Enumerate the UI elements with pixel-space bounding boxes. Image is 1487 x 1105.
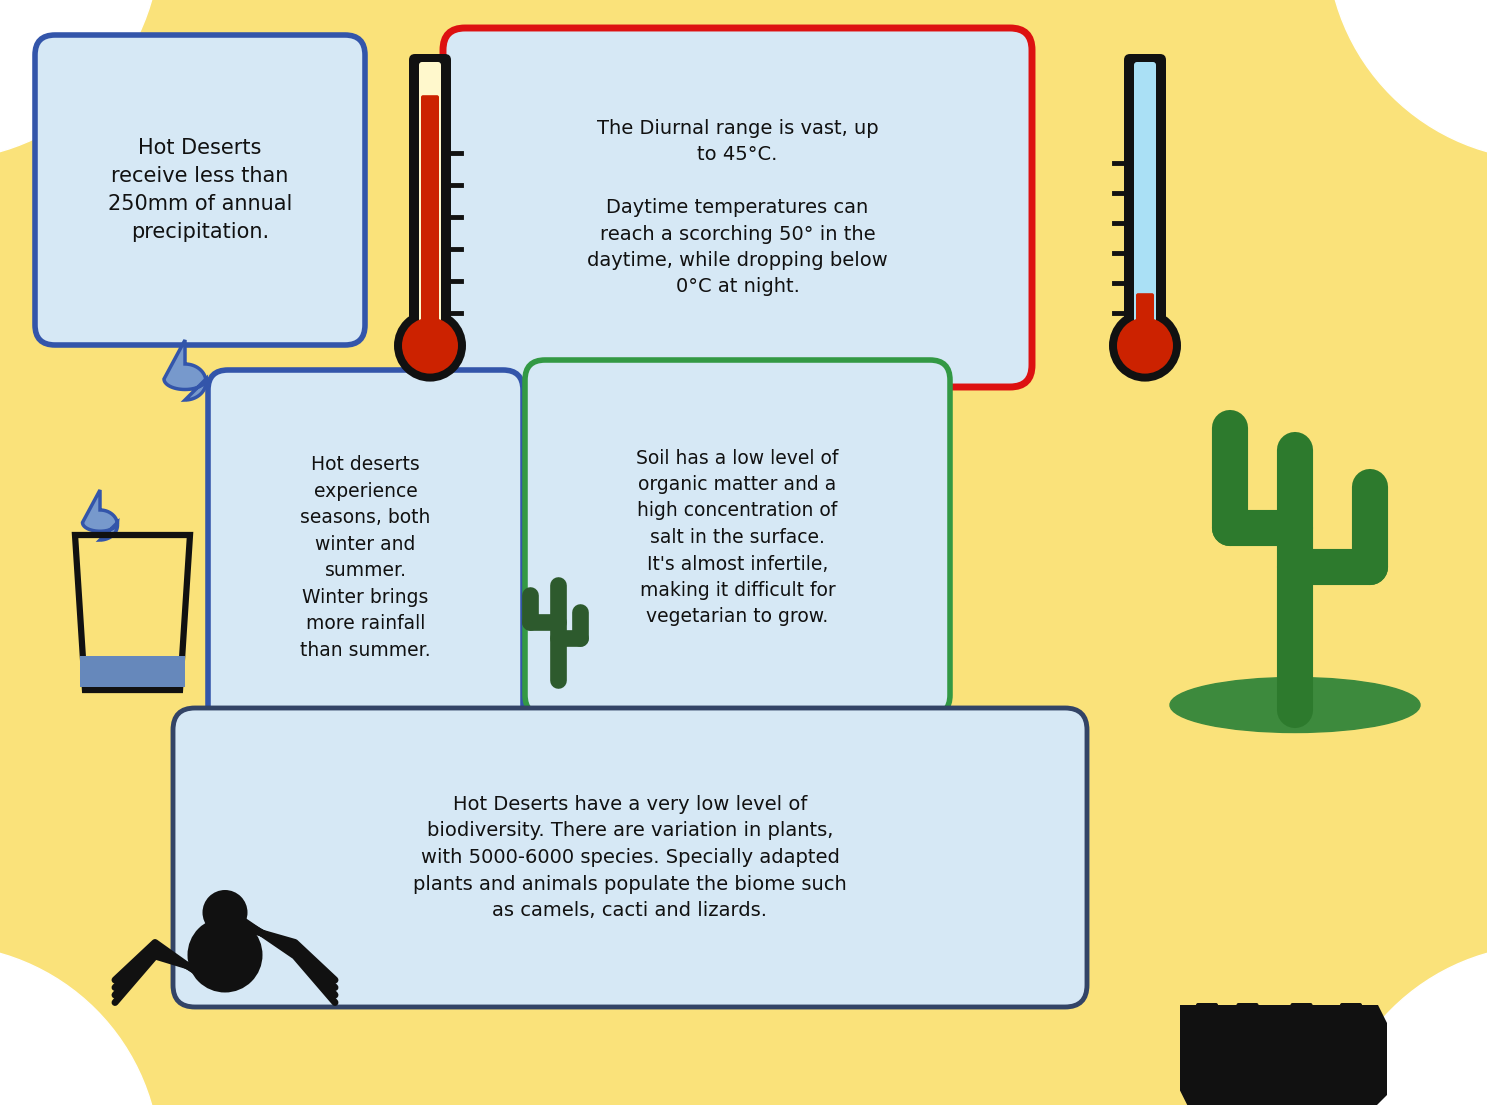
Circle shape (0, 0, 161, 160)
FancyBboxPatch shape (421, 95, 439, 334)
Polygon shape (80, 656, 184, 687)
Text: Hot Deserts have a very low level of
biodiversity. There are variation in plants: Hot Deserts have a very low level of bio… (413, 794, 848, 920)
FancyBboxPatch shape (419, 62, 442, 334)
Ellipse shape (1170, 677, 1420, 733)
FancyBboxPatch shape (1196, 1003, 1218, 1097)
Circle shape (187, 917, 263, 992)
Circle shape (394, 309, 465, 381)
FancyBboxPatch shape (1340, 1003, 1362, 1097)
FancyBboxPatch shape (525, 360, 950, 715)
Text: Hot Deserts
receive less than
250mm of annual
precipitation.: Hot Deserts receive less than 250mm of a… (109, 138, 291, 242)
Circle shape (0, 945, 161, 1105)
Text: Soil has a low level of
organic matter and a
high concentration of
salt in the s: Soil has a low level of organic matter a… (636, 449, 839, 627)
FancyBboxPatch shape (1291, 1003, 1313, 1097)
Circle shape (1326, 0, 1487, 160)
FancyBboxPatch shape (409, 54, 451, 345)
FancyBboxPatch shape (1136, 293, 1154, 334)
FancyBboxPatch shape (1124, 54, 1166, 345)
Circle shape (1326, 945, 1487, 1105)
Circle shape (1109, 309, 1181, 381)
Text: The Diurnal range is vast, up
to 45°C.

Daytime temperatures can
reach a scorchi: The Diurnal range is vast, up to 45°C. D… (587, 118, 888, 296)
Polygon shape (1181, 1006, 1387, 1105)
Circle shape (1117, 317, 1173, 373)
Circle shape (202, 890, 247, 935)
Text: Hot deserts
experience
seasons, both
winter and
summer.
Winter brings
more rainf: Hot deserts experience seasons, both win… (300, 455, 431, 660)
FancyBboxPatch shape (36, 35, 364, 345)
Polygon shape (164, 340, 207, 400)
FancyBboxPatch shape (1135, 62, 1155, 334)
FancyBboxPatch shape (443, 28, 1032, 387)
Circle shape (401, 317, 458, 373)
Polygon shape (82, 490, 117, 540)
FancyBboxPatch shape (208, 370, 523, 745)
FancyBboxPatch shape (172, 708, 1087, 1007)
FancyBboxPatch shape (1237, 1003, 1258, 1097)
